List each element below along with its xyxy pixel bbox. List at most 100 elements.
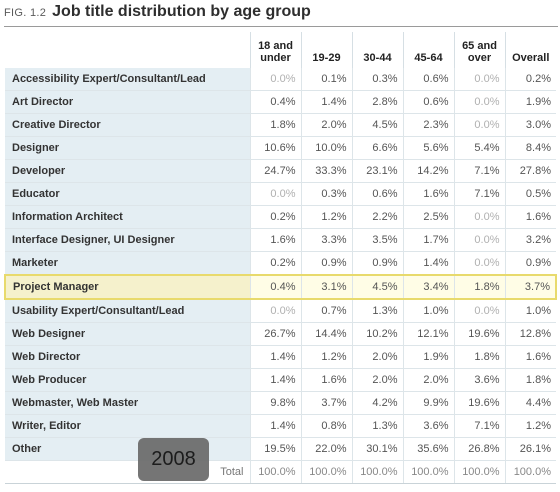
percentage-cell: 5.4%: [453, 136, 505, 160]
percentage-cell: 7.1%: [453, 182, 505, 206]
percentage-cell: 5.6%: [402, 136, 454, 160]
table-row: Web Designer 26.7% 14.4% 10.2% 12.1% 19.6% 12.…: [5, 322, 556, 346]
percentage-cell: 2.0%: [351, 345, 403, 369]
table-row: Interface Designer, UI Designer 1.6% 3.3% 3…: [5, 228, 556, 252]
percentage-cell: 1.3%: [351, 414, 403, 438]
year-badge: 2008: [138, 438, 209, 481]
percentage-cell: 23.1%: [351, 159, 403, 183]
percentage-cell: 2.5%: [402, 205, 454, 229]
job-title-cell: Project Manager: [4, 274, 250, 300]
percentage-cell: 2.2%: [351, 205, 403, 229]
percentage-cell: 7.1%: [453, 414, 505, 438]
job-title-cell: Usability Expert/Consultant/Lead: [5, 299, 250, 323]
job-title-cell: Accessibility Expert/Consultant/Lead: [5, 68, 250, 91]
percentage-cell: 19.5%: [249, 437, 301, 461]
percentage-cell: 3.6%: [453, 368, 505, 392]
percentage-cell: 3.0%: [504, 113, 556, 137]
column-header: Overall: [504, 32, 556, 68]
percentage-cell: 4.5%: [351, 274, 403, 300]
percentage-cell: 0.6%: [402, 90, 454, 114]
percentage-cell: 1.6%: [300, 368, 352, 392]
percentage-cell: 19.6%: [453, 391, 505, 415]
percentage-cell: 14.4%: [300, 322, 352, 346]
percentage-cell: 6.6%: [351, 136, 403, 160]
percentage-cell: 100.0%: [249, 460, 301, 484]
job-title-cell: Designer: [5, 136, 250, 160]
percentage-cell: 3.7%: [300, 391, 352, 415]
percentage-cell: 1.6%: [249, 228, 301, 252]
percentage-cell: 10.0%: [300, 136, 352, 160]
percentage-cell: 1.4%: [249, 368, 301, 392]
table-row: Webmaster, Web Master 9.8% 3.7% 4.2% 9.9% 19.…: [5, 391, 556, 415]
job-title-cell: Web Designer: [5, 322, 250, 346]
table-row: Developer 24.7% 33.3% 23.1% 14.2% 7.1% 27.8%: [5, 159, 556, 183]
percentage-cell: 26.1%: [504, 437, 556, 461]
total-row: Total 100.0% 100.0% 100.0% 100.0% 100.0% 100.0…: [5, 460, 556, 484]
title-divider: [4, 26, 558, 27]
job-title-cell: Marketer: [5, 251, 250, 276]
percentage-cell: 2.0%: [402, 368, 454, 392]
column-header: 18 and under: [249, 32, 301, 68]
table-row: Writer, Editor 1.4% 0.8% 1.3% 3.6% 7.1% 1.2%: [5, 414, 556, 438]
job-title-cell: Writer, Editor: [5, 414, 250, 438]
percentage-cell: 3.6%: [402, 414, 454, 438]
table-body: Accessibility Expert/Consultant/Lead 0.0%…: [4, 68, 557, 484]
percentage-cell: 0.9%: [351, 251, 403, 276]
percentage-cell: 0.7%: [300, 299, 352, 323]
percentage-cell: 3.4%: [402, 274, 454, 300]
job-title-cell: Educator: [5, 182, 250, 206]
percentage-cell: 0.2%: [249, 251, 301, 276]
percentage-cell: 0.3%: [351, 68, 403, 91]
percentage-cell: 2.3%: [402, 113, 454, 137]
table-row: Marketer 0.2% 0.9% 0.9% 1.4% 0.0% 0.9%: [5, 251, 556, 276]
table-row: Web Producer 1.4% 1.6% 2.0% 2.0% 3.6% 1.8%: [5, 368, 556, 392]
percentage-cell: 100.0%: [351, 460, 403, 484]
percentage-cell: 27.8%: [504, 159, 556, 183]
percentage-cell: 0.0%: [453, 90, 505, 114]
percentage-cell: 14.2%: [402, 159, 454, 183]
percentage-cell: 100.0%: [504, 460, 556, 484]
percentage-cell: 1.3%: [351, 299, 403, 323]
job-title-cell: Interface Designer, UI Designer: [5, 228, 250, 252]
job-title-cell: Art Director: [5, 90, 250, 114]
column-header: 30-44: [351, 32, 403, 68]
percentage-cell: 22.0%: [300, 437, 352, 461]
percentage-cell: 0.1%: [300, 68, 352, 91]
table-row: Usability Expert/Consultant/Lead 0.0% 0.7%…: [5, 299, 556, 323]
table-row: Web Director 1.4% 1.2% 2.0% 1.9% 1.8% 1.6%: [5, 345, 556, 369]
percentage-cell: 1.8%: [453, 345, 505, 369]
percentage-cell: 0.8%: [300, 414, 352, 438]
percentage-cell: 4.4%: [504, 391, 556, 415]
percentage-cell: 0.6%: [402, 68, 454, 91]
percentage-cell: 19.6%: [453, 322, 505, 346]
percentage-cell: 3.2%: [504, 228, 556, 252]
table-header-row: 18 and under 19-29 30-44 45-64 65 and over Ov…: [5, 32, 556, 68]
percentage-cell: 8.4%: [504, 136, 556, 160]
percentage-cell: 0.5%: [504, 182, 556, 206]
percentage-cell: 1.6%: [504, 345, 556, 369]
figure-heading: FIG. 1.2 Job title distribution by age g…: [4, 3, 311, 27]
job-title-cell: Creative Director: [5, 113, 250, 137]
column-header: 45-64: [402, 32, 454, 68]
percentage-cell: 10.6%: [249, 136, 301, 160]
percentage-cell: 2.0%: [300, 113, 352, 137]
job-title-cell: Web Director: [5, 345, 250, 369]
percentage-cell: 1.2%: [300, 345, 352, 369]
percentage-cell: 9.9%: [402, 391, 454, 415]
percentage-cell: 7.1%: [453, 159, 505, 183]
percentage-cell: 2.0%: [351, 368, 403, 392]
percentage-cell: 100.0%: [300, 460, 352, 484]
percentage-cell: 1.9%: [402, 345, 454, 369]
percentage-cell: 26.7%: [249, 322, 301, 346]
job-title-cell: Information Architect: [5, 205, 250, 229]
table-row: Educator 0.0% 0.3% 0.6% 1.6% 7.1% 0.5%: [5, 182, 556, 206]
percentage-cell: 3.1%: [300, 274, 352, 300]
table-row: Other 19.5% 22.0% 30.1% 35.6% 26.8% 26.1%: [5, 437, 556, 461]
percentage-cell: 1.2%: [504, 414, 556, 438]
table-row: Designer 10.6% 10.0% 6.6% 5.6% 5.4% 8.4%: [5, 136, 556, 160]
table-row: Accessibility Expert/Consultant/Lead 0.0%…: [5, 68, 556, 91]
percentage-cell: 0.4%: [249, 90, 301, 114]
total-label: Total: [5, 460, 250, 484]
percentage-cell: 0.0%: [453, 299, 505, 323]
percentage-cell: 1.0%: [402, 299, 454, 323]
